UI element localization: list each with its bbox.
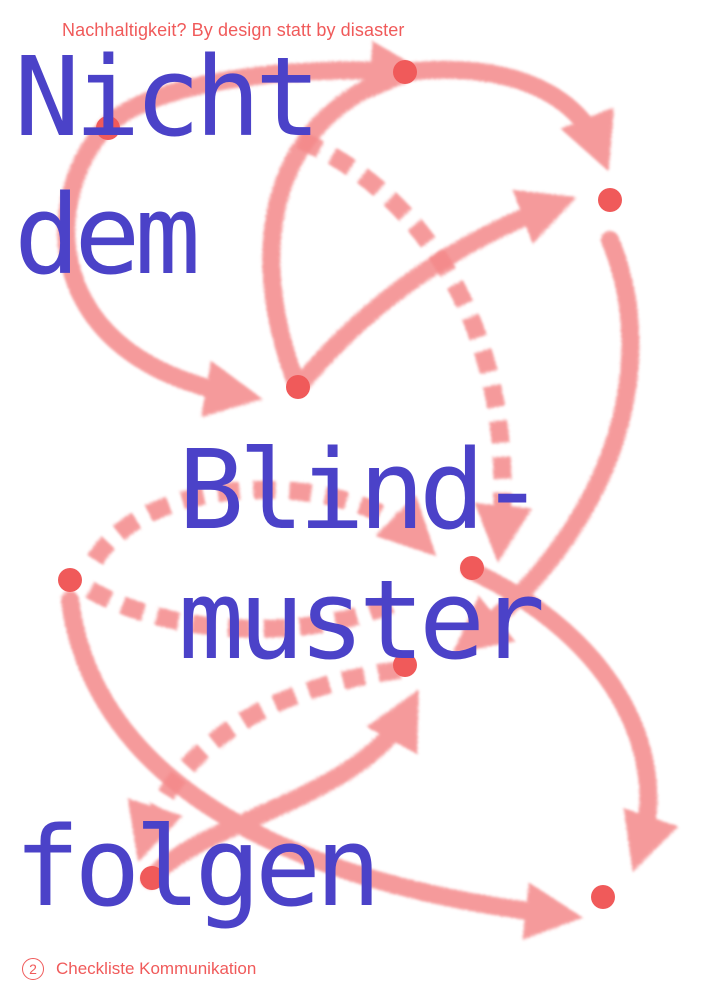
node-dot [460, 556, 484, 580]
headline-line-4: muster [178, 556, 545, 684]
node-dot [140, 866, 164, 890]
headline-line-3: Blind- [178, 426, 545, 554]
arrow-path [57, 119, 263, 418]
arrow-path [96, 40, 428, 137]
arrow-path-dashed [87, 480, 437, 565]
arrow-path-dashed [85, 582, 405, 638]
node-dot [393, 653, 417, 677]
arrow-path [461, 561, 679, 872]
arrow-path-dashed [127, 661, 402, 862]
arrow-path [291, 189, 577, 394]
node-dot [598, 188, 622, 212]
arrow-path [396, 60, 614, 172]
node-dot [58, 568, 82, 592]
node-dot [96, 116, 120, 140]
headline-line-2: dem [14, 171, 201, 299]
node-dot [591, 885, 615, 909]
arrow-path-dashed [296, 131, 532, 563]
arrow-path [452, 231, 640, 655]
footer-number-badge: 2 [22, 958, 44, 980]
arrow-path [262, 63, 414, 389]
arrow-path [61, 591, 583, 940]
kicker-text: Nachhaltigkeit? By design statt by disas… [62, 20, 405, 40]
headline-line-5: folgen [14, 803, 381, 931]
headline-line-1: Nicht [14, 33, 321, 161]
footer-label: Checkliste Kommunikation [56, 959, 257, 978]
footer: 2 Checkliste Kommunikation [22, 958, 256, 980]
node-dot [286, 375, 310, 399]
node-dot [393, 60, 417, 84]
